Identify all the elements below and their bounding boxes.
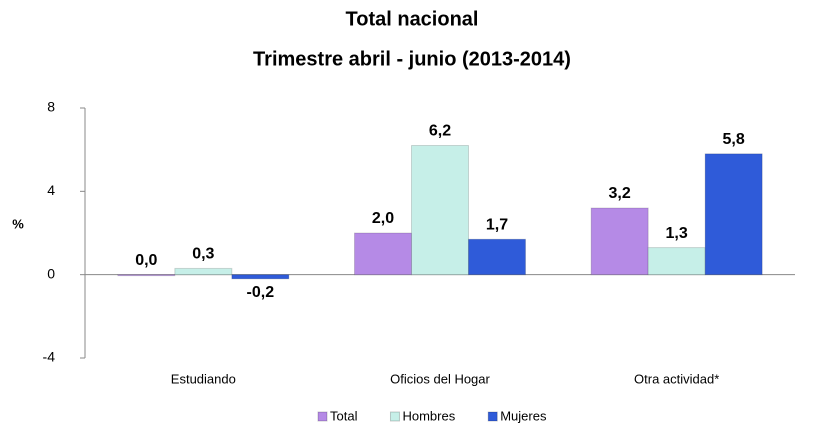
value-label: 3,2 — [609, 185, 631, 202]
value-label: 1,3 — [666, 225, 688, 242]
bar — [647, 247, 706, 276]
bar — [468, 238, 526, 276]
value-label: 0,0 — [135, 252, 157, 269]
x-tick-label: Estudiando — [171, 371, 236, 386]
legend-swatch — [487, 411, 498, 422]
bar — [704, 153, 763, 276]
y-tick-label: -4 — [43, 349, 56, 365]
value-label: -0,2 — [247, 284, 275, 301]
value-label: 0,3 — [192, 246, 214, 263]
bar — [590, 207, 649, 276]
bar — [411, 145, 469, 276]
y-tick-label: 4 — [47, 182, 55, 198]
value-label: 2,0 — [372, 210, 394, 227]
value-label: 5,8 — [723, 131, 745, 148]
y-tick-label: 8 — [47, 99, 55, 115]
value-label: 6,2 — [429, 123, 451, 140]
bar — [354, 232, 412, 276]
chart-title: Total nacional — [346, 8, 479, 30]
y-tick-label: 0 — [47, 265, 55, 281]
legend-swatch — [317, 411, 328, 422]
x-tick-label: Otra actividad* — [634, 371, 719, 386]
legend-label: Mujeres — [500, 408, 547, 423]
bar — [117, 274, 176, 277]
legend-swatch — [389, 411, 400, 422]
y-axis-label: % — [12, 216, 24, 231]
bar — [174, 267, 233, 276]
value-label: 1,7 — [486, 216, 508, 233]
legend-label: Total — [330, 408, 358, 423]
bar — [231, 274, 290, 280]
chart-subtitle: Trimestre abril - junio (2013-2014) — [253, 48, 571, 70]
x-tick-label: Oficios del Hogar — [390, 371, 490, 386]
legend-label: Hombres — [402, 408, 455, 423]
